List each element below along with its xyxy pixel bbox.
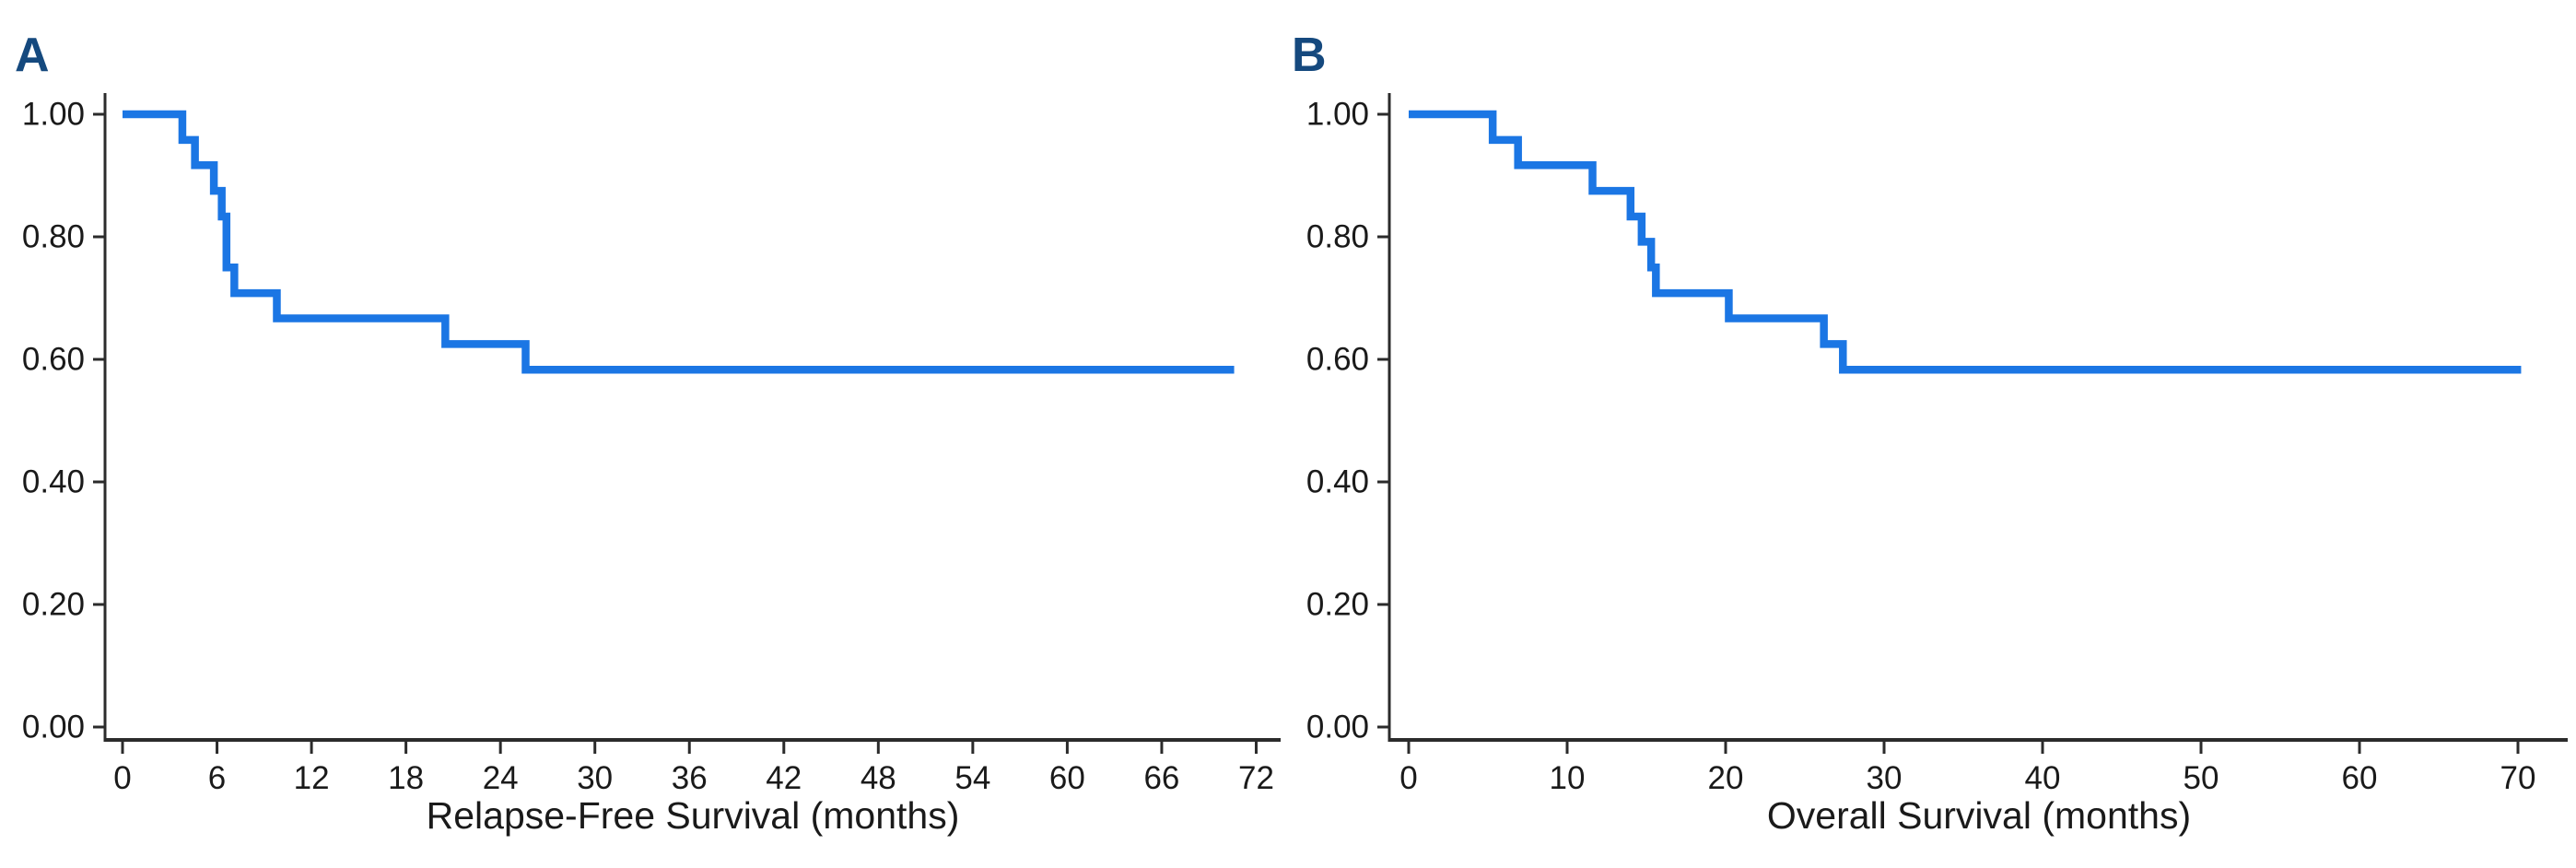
y-tick-label-b: 0.20 [1306,587,1369,623]
y-tick-label-b: 0.80 [1306,219,1369,255]
x-tick-label-a: 54 [954,760,990,796]
x-tick-label-a: 66 [1143,760,1179,796]
x-tick-label-b: 60 [2342,760,2378,796]
x-tick-label-b: 30 [1867,760,1903,796]
x-tick-label-a: 18 [388,760,424,796]
x-tick-label-b: 70 [2500,760,2536,796]
x-tick-label-a: 12 [294,760,330,796]
y-tick-label-a: 0.20 [22,587,85,623]
x-tick-label-a: 30 [577,760,613,796]
x-axis-title-relapse-free: Relapse-Free Survival (months) [426,794,960,837]
y-tick-label-a: 0.80 [22,219,85,255]
x-tick-label-a: 60 [1049,760,1085,796]
y-tick-label-a: 0.00 [22,710,85,745]
y-tick-label-a: 0.60 [22,342,85,378]
x-tick-label-a: 0 [113,760,131,796]
y-tick-label-b: 1.00 [1306,97,1369,133]
x-tick-label-b: 10 [1550,760,1586,796]
panel-b-label: B [1292,29,1328,82]
x-tick-label-b: 50 [2184,760,2219,796]
x-tick-label-b: 20 [1708,760,1744,796]
panel-a-label: A [15,29,51,82]
x-axis-title-overall: Overall Survival (months) [1766,794,2192,837]
x-tick-label-a: 42 [766,760,802,796]
x-tick-label-a: 36 [672,760,708,796]
y-tick-label-b: 0.00 [1306,710,1369,745]
x-tick-label-b: 0 [1399,760,1417,796]
km-curve-overall-survival [1409,110,2522,374]
x-tick-label-a: 48 [861,760,896,796]
y-tick-label-a: 1.00 [22,97,85,133]
km-curve-relapse-free-survival [123,110,1235,374]
y-tick-label-b: 0.40 [1306,464,1369,500]
x-tick-label-a: 72 [1238,760,1274,796]
x-tick-label-b: 40 [2025,760,2061,796]
x-tick-label-a: 24 [483,760,519,796]
y-tick-label-b: 0.60 [1306,342,1369,378]
y-tick-label-a: 0.40 [22,464,85,500]
x-tick-label-a: 6 [208,760,226,796]
